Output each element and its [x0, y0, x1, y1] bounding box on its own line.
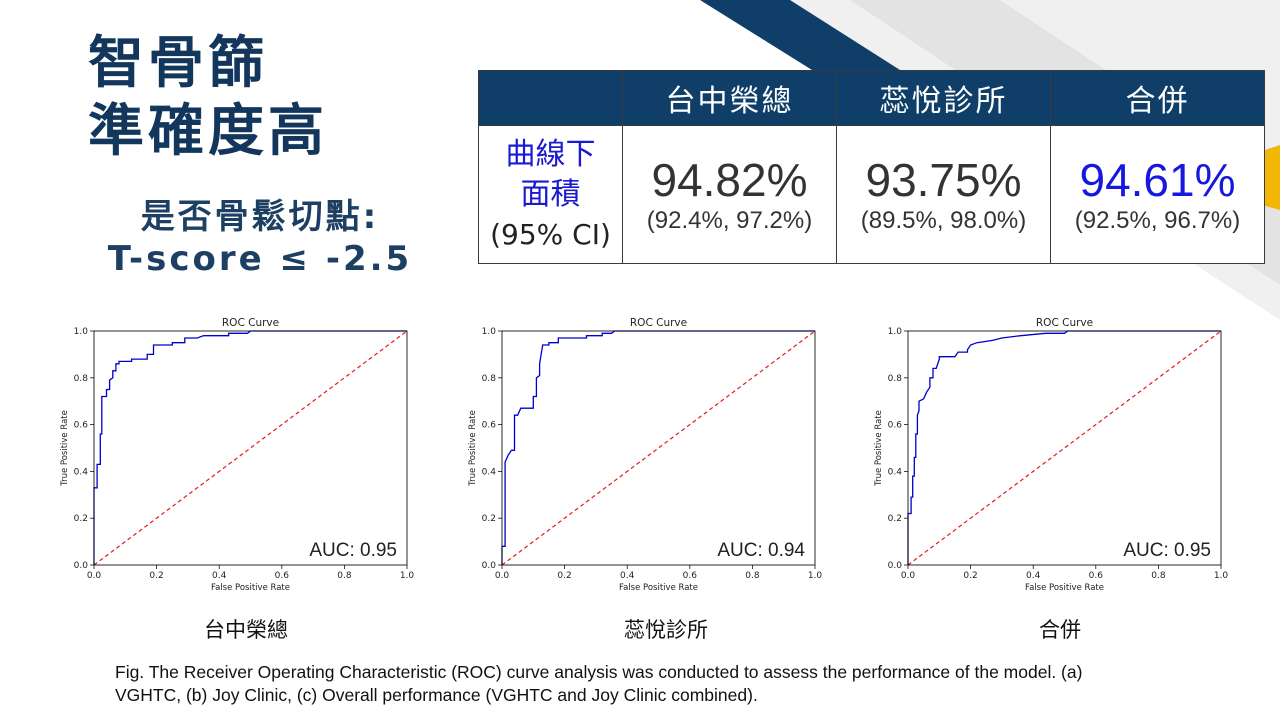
- figure-caption: Fig. The Receiver Operating Characterist…: [115, 661, 1225, 707]
- x-tick-label: 0.0: [901, 571, 916, 581]
- x-tick-label: 0.4: [620, 571, 635, 581]
- header-blank: [478, 70, 623, 126]
- auc-table: 台中榮總 蕊悅診所 合併 曲線下 面積 (95% CI) 94.82% (92.…: [478, 70, 1265, 264]
- plot-frame: [93, 330, 408, 566]
- cell-combined: 94.61% (92.5%, 96.7%): [1050, 125, 1265, 264]
- x-tick-label: 0.4: [212, 571, 227, 581]
- x-tick-label: 0.2: [963, 571, 977, 581]
- cell-joy-clinic: 93.75% (89.5%, 98.0%): [836, 125, 1051, 264]
- auc-annotation: AUC: 0.95: [309, 540, 397, 561]
- ci-value: (89.5%, 98.0%): [860, 206, 1027, 234]
- cutoff-line-1: 是否骨鬆切點:: [140, 197, 380, 237]
- cutoff-line-2: T-score ≤ -2.5: [107, 239, 413, 279]
- plot-frame: [907, 330, 1222, 566]
- x-axis-label: False Positive Rate: [619, 583, 698, 593]
- x-tick-label: 0.2: [149, 571, 163, 581]
- chart-title: ROC Curve: [222, 317, 279, 329]
- x-axis-label: False Positive Rate: [211, 583, 290, 593]
- roc-chart-svg: ROC Curve 0.0 0.2 0.4 0.6 0.8 1.0 0.0 0.2 0.4 0.6 0…: [468, 317, 823, 593]
- cutoff-definition: 是否骨鬆切點: T-score ≤ -2.5: [100, 196, 420, 280]
- auc-table-header-row: 台中榮總 蕊悅診所 合併: [478, 70, 1265, 126]
- roc-chart-svg: ROC Curve 0.0 0.2 0.4 0.6 0.8 1.0 0.0 0.2 0.4 0.6 0…: [874, 317, 1229, 593]
- y-tick-label: 0.0: [482, 561, 497, 571]
- y-tick-label: 0.8: [74, 374, 89, 384]
- y-axis-label: True Positive Rate: [60, 410, 70, 487]
- x-tick-label: 1.0: [808, 571, 823, 581]
- chart-title: ROC Curve: [630, 317, 687, 329]
- auc-annotation: AUC: 0.95: [1123, 540, 1211, 561]
- x-tick-label: 0.0: [495, 571, 510, 581]
- chance-line: [93, 330, 408, 566]
- x-tick-label: 1.0: [400, 571, 415, 581]
- auc-table-row: 曲線下 面積 (95% CI) 94.82% (92.4%, 97.2%) 93…: [478, 125, 1265, 264]
- slide-title: 智骨篩 準確度高: [88, 30, 328, 166]
- chart-caption-combined: 合併: [1039, 618, 1081, 642]
- roc-curve: [93, 330, 407, 565]
- figure-caption-line-2: VGHTC, (b) Joy Clinic, (c) Overall perfo…: [115, 685, 758, 705]
- chance-line: [501, 330, 816, 566]
- y-axis-label: True Positive Rate: [874, 410, 884, 487]
- auc-value: 93.75%: [865, 153, 1022, 206]
- x-tick-label: 0.4: [1026, 571, 1041, 581]
- roc-chart-vghtc: ROC Curve 0.0 0.2 0.4 0.6 0.8 1.0 0.0 0.2 0.4 0.6 0…: [58, 314, 423, 596]
- y-axis-label: True Positive Rate: [468, 410, 478, 487]
- header-vghtc: 台中榮總: [622, 70, 837, 126]
- chance-line: [907, 330, 1222, 566]
- plot-frame: [501, 330, 816, 566]
- y-tick-label: 0.0: [888, 561, 903, 571]
- auc-annotation: AUC: 0.94: [717, 540, 805, 561]
- x-tick-label: 1.0: [1214, 571, 1229, 581]
- x-tick-label: 0.6: [275, 571, 290, 581]
- y-tick-label: 0.8: [888, 374, 903, 384]
- x-tick-label: 0.8: [337, 571, 352, 581]
- x-tick-label: 0.0: [87, 571, 102, 581]
- y-tick-label: 0.6: [888, 421, 903, 431]
- y-tick-label: 0.4: [482, 467, 497, 477]
- y-tick-label: 1.0: [482, 327, 497, 337]
- roc-chart-joy-clinic: ROC Curve 0.0 0.2 0.4 0.6 0.8 1.0 0.0 0.2 0.4 0.6 0…: [466, 314, 831, 596]
- row-label-ci: (95% CI): [490, 217, 611, 251]
- roc-curve: [907, 330, 1221, 565]
- title-line-2: 準確度高: [88, 99, 328, 164]
- row-label: 曲線下 面積 (95% CI): [478, 125, 623, 264]
- cell-vghtc: 94.82% (92.4%, 97.2%): [622, 125, 837, 264]
- row-label-line-1: 曲線下: [505, 136, 596, 172]
- x-tick-label: 0.8: [745, 571, 760, 581]
- chart-caption-joy-clinic: 蕊悅診所: [624, 618, 708, 642]
- y-tick-label: 0.2: [482, 514, 496, 524]
- y-tick-label: 0.2: [74, 514, 88, 524]
- figure-caption-line-1: Fig. The Receiver Operating Characterist…: [115, 662, 1083, 682]
- chart-title: ROC Curve: [1036, 317, 1093, 329]
- title-line-1: 智骨篩: [88, 31, 268, 96]
- y-tick-label: 1.0: [74, 327, 89, 337]
- x-axis-label: False Positive Rate: [1025, 583, 1104, 593]
- roc-chart-combined: ROC Curve 0.0 0.2 0.4 0.6 0.8 1.0 0.0 0.2 0.4 0.6 0…: [872, 314, 1237, 596]
- header-joy-clinic: 蕊悅診所: [836, 70, 1051, 126]
- y-tick-label: 1.0: [888, 327, 903, 337]
- roc-chart-svg: ROC Curve 0.0 0.2 0.4 0.6 0.8 1.0 0.0 0.2 0.4 0.6 0…: [60, 317, 415, 593]
- y-tick-label: 0.6: [482, 421, 497, 431]
- x-tick-label: 0.2: [557, 571, 571, 581]
- ci-value: (92.5%, 96.7%): [1074, 206, 1241, 234]
- y-tick-label: 0.6: [74, 421, 89, 431]
- y-tick-label: 0.4: [888, 467, 903, 477]
- y-tick-label: 0.0: [74, 561, 89, 571]
- auc-value: 94.82%: [651, 153, 808, 206]
- y-tick-label: 0.4: [74, 467, 89, 477]
- auc-value-highlight: 94.61%: [1079, 153, 1236, 206]
- x-tick-label: 0.8: [1151, 571, 1166, 581]
- chart-caption-vghtc: 台中榮總: [204, 618, 288, 642]
- row-label-line-2: 面積: [520, 176, 581, 212]
- y-tick-label: 0.2: [888, 514, 902, 524]
- x-tick-label: 0.6: [1089, 571, 1104, 581]
- ci-value: (92.4%, 97.2%): [646, 206, 813, 234]
- y-tick-label: 0.8: [482, 374, 497, 384]
- roc-curve: [501, 330, 815, 565]
- x-tick-label: 0.6: [683, 571, 698, 581]
- header-combined: 合併: [1050, 70, 1265, 126]
